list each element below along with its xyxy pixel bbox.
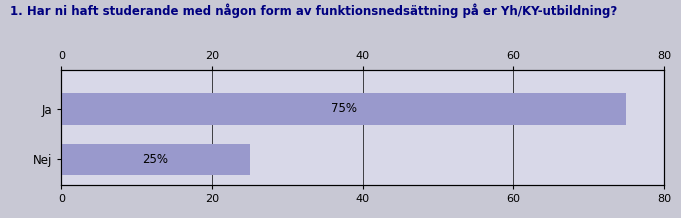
Text: 1. Har ni haft studerande med någon form av funktionsnedsättning på er Yh/KY-utb: 1. Har ni haft studerande med någon form… <box>10 3 618 18</box>
Bar <box>61 93 627 124</box>
Text: 75%: 75% <box>331 102 357 116</box>
Text: 25%: 25% <box>142 153 168 166</box>
Bar <box>61 144 250 175</box>
